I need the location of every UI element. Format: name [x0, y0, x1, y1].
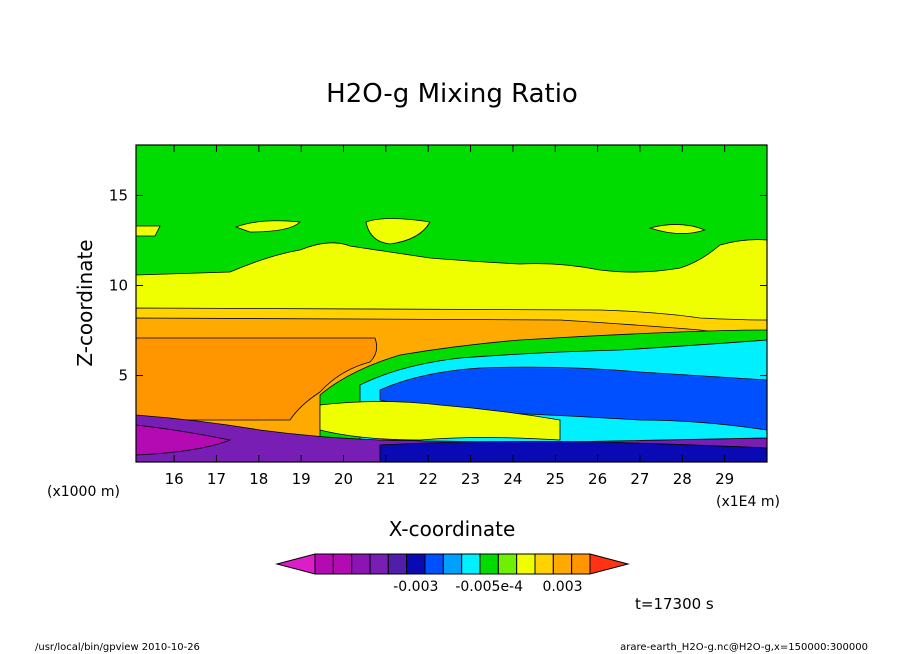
x-tick-label: 21: [376, 470, 395, 488]
contour-upper-yellow-left2: [136, 225, 161, 237]
colorbar-segment: [442, 553, 463, 575]
x-tick-label: 20: [334, 470, 353, 488]
contour-upper-yellow-left: [234, 220, 301, 233]
y-tick-label: 5: [118, 367, 128, 385]
x-tick-label: 16: [165, 470, 184, 488]
colorbar-ticks: -0.003 -0.005e-4 0.003: [393, 579, 582, 595]
colorbar-segment: [552, 553, 573, 575]
y-axis-ticks: 5 10 15: [109, 186, 767, 385]
colorbar-segment: [497, 553, 518, 575]
colorbar-segment: [406, 553, 426, 575]
colorbar-tick-label: -0.005e-4: [455, 579, 523, 595]
x-tick-label: 26: [588, 470, 607, 488]
x-unit-label: (x1E4 m): [716, 494, 780, 510]
colorbar-tick-label: 0.003: [542, 579, 582, 595]
x-tick-label: 25: [546, 470, 565, 488]
contour-upper-yellow-mid: [365, 218, 431, 245]
y-tick-label: 15: [109, 186, 128, 204]
contour-lower-magenta: [136, 424, 232, 456]
colorbar-segment: [424, 553, 444, 575]
colorbar-tick-label: -0.003: [393, 579, 438, 595]
x-tick-label: 23: [461, 470, 480, 488]
contour-lower-blue: [379, 441, 767, 462]
chart-title: H2O-g Mixing Ratio: [326, 79, 578, 109]
contour-upper-yellow-right: [648, 224, 707, 234]
colorbar-low-arrow: [275, 553, 316, 575]
colorbar-segment: [534, 553, 554, 575]
colorbar-segment: [516, 553, 536, 575]
footer-right: arare-earth_H2O-g.nc@H2O-g,x=150000:3000…: [620, 642, 868, 653]
time-label: t=17300 s: [635, 595, 714, 613]
plot-frame: [135, 144, 768, 463]
x-tick-label: 24: [503, 470, 522, 488]
x-axis-label: X-coordinate: [389, 517, 516, 541]
x-tick-label: 29: [715, 470, 734, 488]
contour-orange-block: [136, 337, 378, 421]
colorbar-segment: [461, 553, 481, 575]
colorbar-segment: [314, 553, 334, 575]
footer-left: /usr/local/bin/gpview 2010-10-26: [35, 642, 200, 653]
contour-yellow-inner: [319, 401, 561, 441]
y-tick-label: 10: [109, 276, 128, 294]
colorbar-segment: [387, 553, 408, 575]
colorbar-segment: [571, 553, 591, 575]
plot-area: [136, 145, 767, 462]
colorbar: [275, 553, 630, 575]
x-tick-label: 19: [292, 470, 311, 488]
z-unit-label: (x1000 m): [47, 484, 120, 500]
x-tick-label: 27: [630, 470, 649, 488]
y-axis-label: Z-coordinate: [73, 239, 97, 366]
colorbar-high-arrow: [589, 553, 630, 575]
colorbar-segment: [332, 553, 353, 575]
colorbar-segment: [479, 553, 499, 575]
x-tick-label: 18: [249, 470, 268, 488]
x-tick-label: 22: [419, 470, 438, 488]
x-tick-label: 17: [207, 470, 226, 488]
colorbar-segment: [369, 553, 389, 575]
colorbar-segment: [351, 553, 371, 575]
x-axis-ticks: 16 17 18 19 20 21 22 23 24 25 26 27 28 29: [165, 145, 734, 488]
x-tick-label: 28: [673, 470, 692, 488]
